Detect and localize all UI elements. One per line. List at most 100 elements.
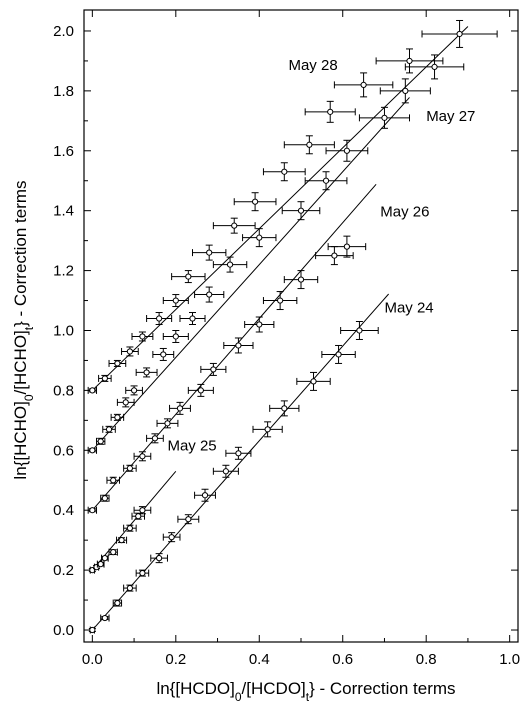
point-marker — [257, 322, 262, 327]
point-marker — [177, 406, 182, 411]
data-point — [322, 345, 355, 363]
series-annotation: May 28 — [288, 57, 337, 74]
data-point — [101, 495, 109, 502]
point-marker — [257, 235, 262, 240]
point-marker — [344, 244, 349, 249]
point-marker — [282, 169, 287, 174]
y-tick-label: 0.4 — [53, 502, 74, 519]
data-point — [107, 477, 120, 484]
point-marker — [127, 585, 132, 590]
data-point — [422, 20, 497, 47]
point-marker — [131, 388, 136, 393]
point-marker — [211, 367, 216, 372]
point-marker — [98, 439, 103, 444]
data-point — [153, 348, 174, 360]
data-point — [124, 585, 137, 592]
point-marker — [115, 415, 120, 420]
data-point — [213, 218, 255, 233]
data-point — [136, 368, 157, 377]
x-tick-label: 0.8 — [416, 651, 437, 668]
data-point — [147, 313, 172, 325]
point-marker — [190, 316, 195, 321]
point-marker — [265, 427, 270, 432]
point-marker — [90, 388, 95, 393]
point-marker — [140, 334, 145, 339]
series-annotation: May 26 — [380, 204, 429, 221]
x-tick-label: 0.4 — [249, 651, 270, 668]
point-marker — [186, 517, 191, 522]
point-marker — [111, 478, 116, 483]
point-marker — [432, 64, 437, 69]
point-marker — [457, 31, 462, 36]
series-annotation: May 25 — [167, 437, 216, 454]
point-marker — [111, 550, 116, 555]
point-marker — [173, 334, 178, 339]
data-point — [111, 414, 124, 421]
data-point — [263, 163, 305, 181]
data-point — [224, 338, 253, 353]
point-marker — [102, 615, 107, 620]
data-point — [234, 193, 276, 211]
point-marker — [361, 82, 366, 87]
data-point — [188, 384, 213, 396]
series-annotation: May 24 — [384, 300, 433, 317]
data-point — [263, 292, 296, 310]
point-marker — [102, 556, 107, 561]
data-point — [180, 313, 205, 325]
point-marker — [140, 454, 145, 459]
point-marker — [232, 223, 237, 228]
point-marker — [336, 352, 341, 357]
point-marker — [298, 208, 303, 213]
point-marker — [157, 316, 162, 321]
data-point — [109, 549, 117, 556]
y-tick-label: 2.0 — [53, 23, 74, 40]
data-point — [213, 257, 246, 272]
point-marker — [90, 448, 95, 453]
point-marker — [123, 400, 128, 405]
data-point — [157, 419, 178, 428]
data-point — [101, 555, 108, 562]
point-marker — [207, 250, 212, 255]
point-marker — [223, 469, 228, 474]
data-point — [117, 398, 134, 407]
point-marker — [252, 199, 257, 204]
data-point — [195, 287, 224, 302]
point-marker — [332, 253, 337, 258]
data-point — [124, 465, 137, 472]
data-point — [193, 245, 226, 260]
data-point — [284, 271, 317, 289]
x-axis-title: ln{[HCDO]0/[HCDO]t} - Correction terms — [156, 679, 455, 704]
data-point — [136, 570, 149, 577]
data-point — [89, 627, 96, 634]
data-point — [117, 537, 127, 544]
point-marker — [282, 406, 287, 411]
point-marker — [140, 571, 145, 576]
point-marker — [136, 514, 141, 519]
data-point — [201, 363, 226, 375]
point-marker — [403, 88, 408, 93]
data-point — [163, 295, 188, 307]
point-marker — [186, 274, 191, 279]
point-marker — [102, 376, 107, 381]
data-point — [253, 422, 282, 437]
data-point — [101, 615, 109, 622]
y-tick-label: 1.6 — [53, 143, 74, 160]
data-point — [88, 507, 96, 514]
data-point — [334, 73, 392, 97]
data-point — [126, 386, 143, 395]
x-tick-label: 1.0 — [499, 651, 520, 668]
point-marker — [98, 562, 103, 567]
point-marker — [115, 361, 120, 366]
data-point — [88, 447, 96, 454]
point-marker — [207, 292, 212, 297]
point-marker — [198, 388, 203, 393]
point-marker — [344, 148, 349, 153]
fit-lines — [92, 26, 468, 630]
point-marker — [144, 370, 149, 375]
data-point — [163, 330, 188, 342]
point-marker — [157, 556, 162, 561]
point-marker — [127, 349, 132, 354]
point-marker — [227, 262, 232, 267]
point-marker — [236, 343, 241, 348]
